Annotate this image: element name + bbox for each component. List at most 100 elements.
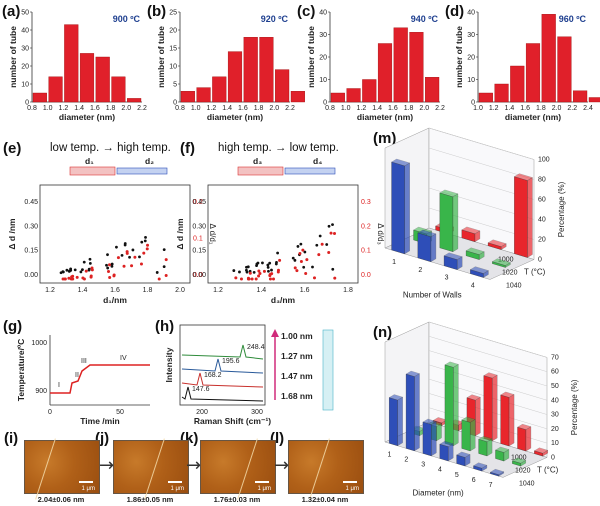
data-point-ratio — [258, 272, 262, 276]
stage-label: I — [58, 382, 60, 389]
y-tick-label: 40 — [319, 10, 327, 17]
z-tick-label: 100 — [538, 157, 550, 164]
x-axis-label: d₁/nm — [103, 295, 127, 305]
histogram-bar — [196, 87, 211, 103]
data-point-ratio — [130, 264, 134, 268]
histogram-bar — [409, 32, 424, 103]
x-tick-label: 2.2 — [435, 105, 445, 112]
stage-label: II — [75, 372, 79, 379]
z-axis-label: Percentage (%) — [557, 181, 566, 237]
x-tick-label: 2 — [418, 267, 422, 274]
panel-label: (m) — [373, 130, 396, 147]
diameter-legend: 1.47 nm — [281, 371, 313, 381]
x-tick-label: 4 — [471, 283, 475, 290]
x-tick-label: 1.2 — [213, 287, 223, 294]
arrow-up-icon — [271, 329, 279, 337]
data-point-ratio — [254, 277, 258, 281]
bar3d-front — [478, 439, 488, 457]
temperature-label: 920 ºC — [261, 14, 289, 24]
data-point-ratio — [157, 277, 161, 281]
histogram-bar — [588, 97, 600, 103]
data-point-ratio — [268, 274, 272, 278]
bar3d-side — [397, 396, 403, 447]
bar3d-side — [452, 193, 459, 253]
histogram-bar — [541, 14, 556, 103]
data-point-ratio — [276, 268, 280, 272]
z-tick-label: 60 — [538, 197, 546, 204]
temperature-category: 1040 — [506, 283, 522, 290]
z-tick-label: 20 — [551, 426, 559, 433]
y-tick-label: 0.45 — [24, 199, 38, 206]
bar3d-top — [461, 416, 476, 423]
z-tick-label: 80 — [538, 177, 546, 184]
plot-frame — [179, 324, 266, 406]
bar3d-top — [422, 418, 437, 425]
y-tick-label: 10 — [467, 77, 475, 84]
data-point — [138, 255, 141, 259]
y-axis-label: number of tube — [306, 26, 316, 88]
transition-heading: low temp. → high temp. — [50, 142, 171, 154]
data-point — [267, 269, 270, 273]
bar3d-top — [417, 229, 437, 237]
data-point-ratio — [234, 276, 238, 280]
data-point — [299, 242, 303, 246]
diameter-legend: 1.00 nm — [281, 331, 313, 341]
data-point — [255, 264, 258, 267]
histogram-bar — [346, 88, 361, 103]
y-axis-label: Temperature/ºC — [16, 339, 26, 401]
z-tick-label: 50 — [551, 383, 559, 390]
histogram-bar — [127, 98, 142, 103]
x-tick-label: 300 — [251, 409, 263, 416]
afm-caption-j: 1.86±0.05 nm — [126, 495, 174, 504]
histogram-bar — [243, 37, 258, 103]
data-point — [270, 268, 273, 272]
data-point-ratio — [304, 272, 308, 276]
histogram-bar — [48, 76, 63, 103]
y-tick-label: 0.30 — [192, 223, 206, 230]
x-tick-label: 2.0 — [121, 105, 131, 112]
data-point-ratio — [90, 268, 94, 272]
x-tick-label: 1.6 — [110, 287, 120, 294]
x-tick-label: 1.8 — [106, 105, 116, 112]
x-tick-label: 5 — [455, 472, 459, 479]
data-point-ratio — [133, 255, 137, 259]
x-tick-label: 50 — [116, 409, 124, 416]
data-point-ratio — [298, 251, 302, 255]
bar3d-side — [475, 396, 481, 437]
temperature-category: 1020 — [515, 467, 531, 474]
data-point-ratio — [75, 275, 79, 279]
data-point-ratio — [142, 251, 146, 255]
bar3d-front — [389, 397, 398, 446]
y-tick-label: 40 — [21, 28, 29, 35]
histogram-bar — [362, 79, 377, 103]
peak-label: 248.4 — [247, 344, 265, 351]
bar3d-top — [443, 252, 463, 260]
data-point-ratio — [301, 248, 305, 252]
scale-bar-label: 1 μm — [170, 486, 184, 492]
bar3d-side — [430, 233, 437, 263]
data-point — [87, 267, 91, 271]
data-point — [315, 243, 319, 247]
y-axis-label: number of tube — [454, 26, 464, 88]
data-point — [296, 245, 300, 248]
bar3d-side — [492, 374, 498, 442]
bar3d-front — [444, 364, 454, 447]
x-tick-label: 1.6 — [90, 105, 100, 112]
bar3d-side — [470, 419, 476, 452]
diameter-legend: 1.68 nm — [281, 391, 313, 401]
y-tick-label: 30 — [319, 32, 327, 39]
x-tick-label: 2.0 — [175, 287, 185, 294]
x-tick-label: 0 — [48, 409, 52, 416]
x-tick-label: 1.4 — [372, 105, 382, 112]
histogram-bar — [510, 65, 525, 103]
bar3d-top — [517, 423, 532, 430]
x-tick-label: 1.4 — [78, 287, 88, 294]
data-point — [110, 265, 114, 268]
panel-label: (g) — [3, 318, 22, 335]
bar3d-front — [405, 373, 415, 452]
data-point — [65, 268, 69, 272]
y-tick-label: 40 — [467, 10, 475, 17]
x-tick-label: 1.4 — [222, 105, 232, 112]
y-tick-label: 10 — [169, 64, 177, 71]
x-tick-label: 2.0 — [552, 105, 562, 112]
